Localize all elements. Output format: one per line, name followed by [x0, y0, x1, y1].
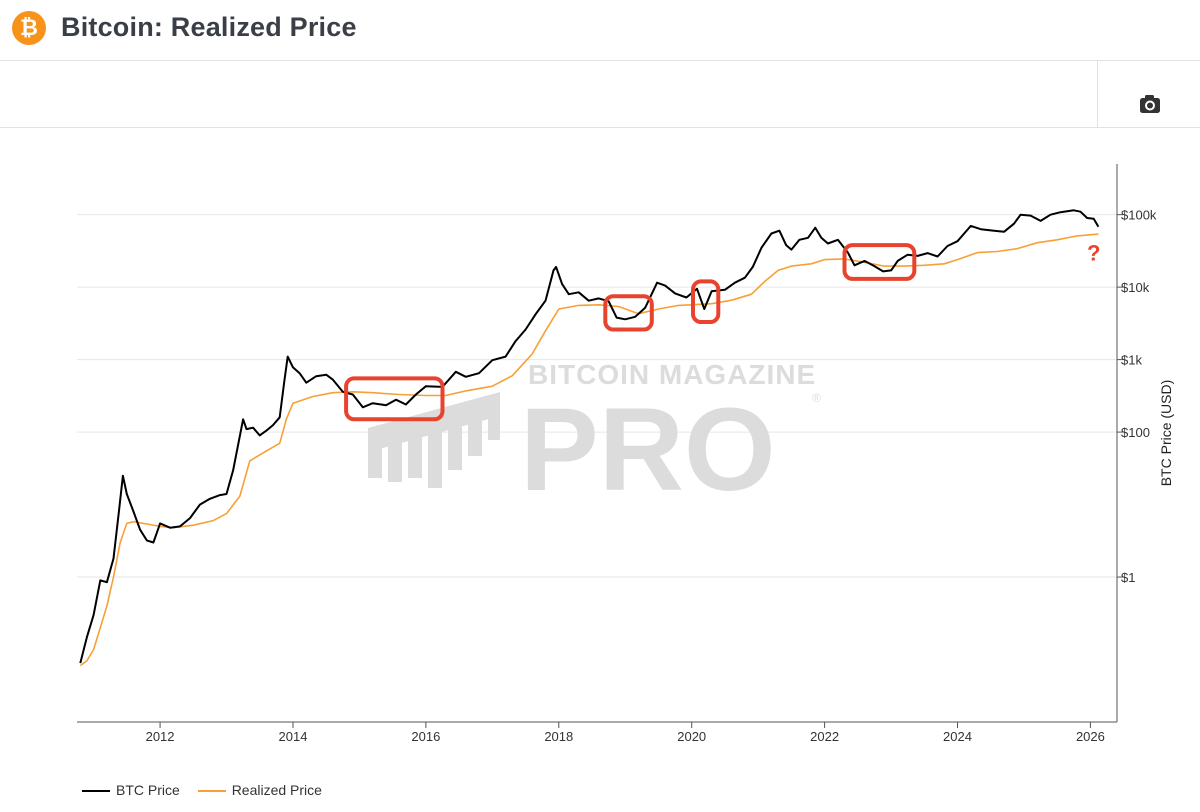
- page-header: ₿ Bitcoin: Realized Price: [0, 0, 1200, 61]
- y-gridlines: [77, 214, 1117, 578]
- legend-label-realized-price: Realized Price: [231, 782, 322, 798]
- watermark-logo-icon: [368, 392, 500, 488]
- watermark-line1: BITCOIN MAGAZINE: [528, 359, 816, 390]
- y-tick-label-1k: $1k: [1121, 353, 1142, 368]
- chart-toolbar: [0, 61, 1200, 128]
- realized-price-swatch: [197, 790, 226, 793]
- highlight-box-2: [603, 294, 654, 332]
- annotations: ?: [1087, 241, 1100, 266]
- x-tick-label-2012: 2012: [146, 729, 175, 744]
- camera-icon: [1140, 95, 1160, 113]
- highlight-box-4: [842, 243, 917, 281]
- y-tick-label-10k: $10k: [1121, 280, 1150, 295]
- watermark-registered-mark: ®: [812, 391, 821, 405]
- x-tick-label-2026: 2026: [1076, 729, 1105, 744]
- y-tick-label-100: $100: [1121, 425, 1150, 440]
- x-tick-label-2022: 2022: [810, 729, 839, 744]
- x-tick-label-2016: 2016: [411, 729, 440, 744]
- y-tick-label-100k: $100k: [1121, 208, 1157, 223]
- question-mark-annotation: ?: [1087, 241, 1100, 266]
- watermark-line2: PRO: [520, 384, 776, 516]
- watermark: BITCOIN MAGAZINE PRO ®: [368, 359, 821, 516]
- x-tick-label-2014: 2014: [279, 729, 308, 744]
- x-tick-label-2024: 2024: [943, 729, 972, 744]
- y-axis-title: BTC Price (USD): [1158, 380, 1174, 487]
- bitcoin-logo-icon: ₿: [12, 11, 46, 45]
- page-title: Bitcoin: Realized Price: [61, 12, 357, 42]
- chart-legend: BTC Price Realized Price: [82, 782, 336, 808]
- highlight-box-3: [691, 279, 721, 324]
- toolbar-divider: [1097, 61, 1098, 127]
- highlight-box-1: [344, 376, 445, 422]
- y-tick-label-1: $1: [1121, 570, 1135, 585]
- x-tick-label-2018: 2018: [544, 729, 573, 744]
- legend-item-realized-price[interactable]: Realized Price: [197, 782, 322, 798]
- legend-item-btc-price[interactable]: BTC Price: [82, 782, 180, 798]
- screenshot-button[interactable]: [1130, 85, 1170, 125]
- legend-label-btc-price: BTC Price: [116, 782, 180, 798]
- btc-price-swatch: [82, 790, 110, 793]
- highlight-boxes: [344, 243, 917, 422]
- realized-price-chart: BITCOIN MAGAZINE PRO ® 2012 2014 2016 2018 2…: [77, 164, 1174, 744]
- x-tick-label-2020: 2020: [677, 729, 706, 744]
- series-line-realized-price: [79, 233, 1099, 667]
- axes: 2012 2014 2016 2018 2020 2022 2024 2026 $1 $100 $1…: [77, 164, 1174, 744]
